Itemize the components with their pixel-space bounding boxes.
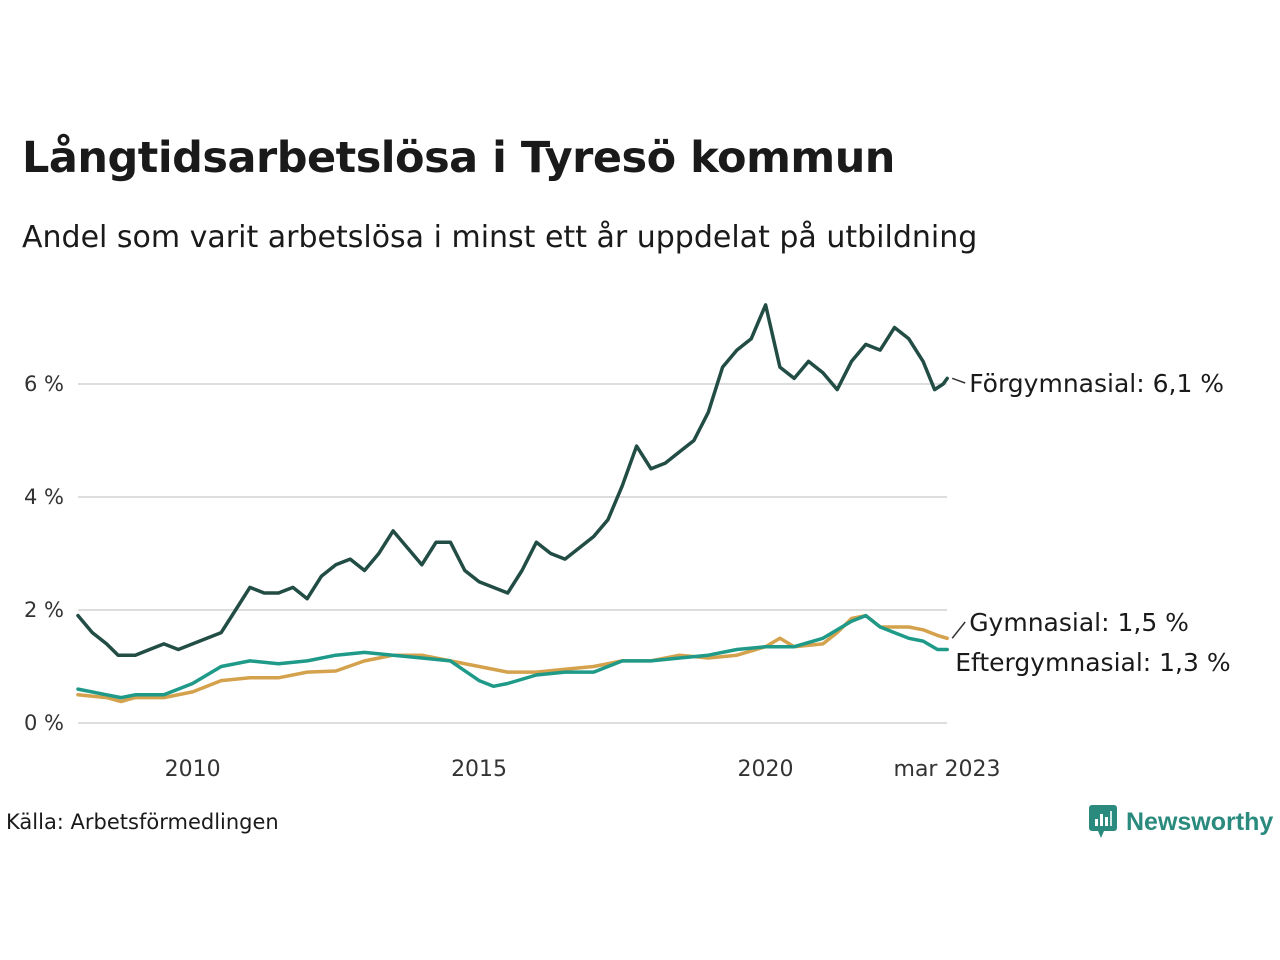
leader-line-forgymnasial (951, 377, 966, 384)
series-end-label-forgymnasial: Förgymnasial: 6,1 % (969, 369, 1224, 398)
series-end-label-eftergymnasial: Eftergymnasial: 1,3 % (955, 648, 1230, 677)
y-tick-label: 6 % (24, 372, 64, 396)
series-line-forgymnasial (76, 303, 949, 657)
series-line-gymnasial (76, 613, 949, 704)
source-note: Källa: Arbetsförmedlingen (6, 810, 279, 834)
y-tick-label: 2 % (24, 598, 64, 622)
chart-subtitle: Andel som varit arbetslösa i minst ett å… (22, 220, 978, 255)
series-line-eftergymnasial (76, 613, 949, 700)
brand-name: Newsworthy (1126, 807, 1274, 836)
y-tick-label: 0 % (24, 711, 64, 735)
x-tick-label: 2010 (165, 757, 221, 782)
x-end-label: mar 2023 (894, 757, 1001, 782)
brand-logo: Newsworthy (1088, 804, 1273, 840)
x-tick-label: 2020 (738, 757, 794, 782)
x-tick-label: 2015 (451, 757, 507, 782)
series-end-label-gymnasial: Gymnasial: 1,5 % (969, 608, 1189, 637)
newsworthy-logo-icon (1089, 805, 1117, 838)
chart-title: Långtidsarbetslösa i Tyresö kommun (22, 133, 895, 183)
y-tick-label: 4 % (24, 485, 64, 509)
leader-line-gymnasial (951, 621, 966, 639)
